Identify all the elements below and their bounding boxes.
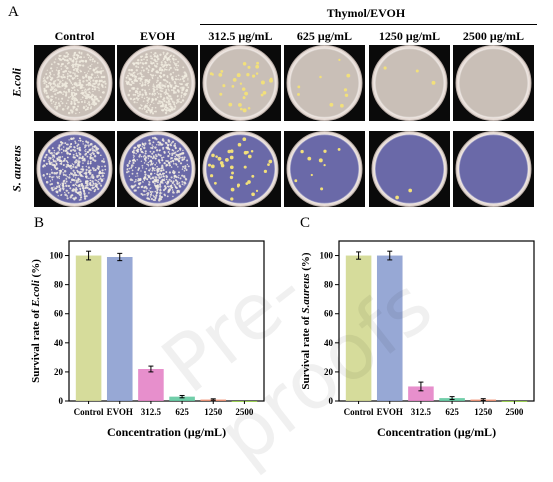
error-bar (418, 381, 424, 392)
panel-label-a: A (8, 4, 19, 20)
x-tick-label: 2500 (505, 407, 523, 417)
panel-label-c: C (300, 215, 311, 231)
petri-dish (284, 45, 365, 121)
y-tick-label: 0 (329, 396, 334, 406)
y-tick-label: 60 (54, 309, 64, 319)
error-bar (387, 250, 393, 261)
column-header: 312.5 μg/mL (208, 29, 273, 43)
bar-chart: 0 20 40 60 80 100 Control EVOH 312.5 625 1250 2500 C… (30, 240, 265, 439)
y-tick-label: 20 (54, 367, 64, 377)
y-tick-label: 0 (59, 396, 64, 406)
y-tick-label: 80 (54, 280, 64, 290)
x-tick-label: Control (74, 407, 104, 417)
petri-dish (117, 131, 198, 207)
error-bar (148, 365, 154, 373)
y-tick-label: 100 (320, 251, 334, 261)
panel-label-b: B (34, 215, 45, 231)
x-tick-label: 2500 (235, 407, 254, 417)
bar (345, 255, 372, 401)
x-tick-label: 312.5 (141, 407, 162, 417)
x-tick-label: 625 (175, 407, 189, 417)
chart-c: 0 20 40 60 80 100 Control EVOH 312.5 625 1250 2500 C… (270, 226, 553, 451)
bar (169, 396, 195, 401)
x-tick-label: 1250 (204, 407, 223, 417)
bar-chart: 0 20 40 60 80 100 Control EVOH 312.5 625 1250 2500 C… (300, 240, 535, 439)
x-axis-label: Concentration (μg/mL) (107, 425, 226, 439)
error-bar (179, 394, 185, 399)
x-axis-label: Concentration (μg/mL) (377, 425, 496, 439)
y-tick-label: 80 (324, 280, 334, 290)
y-tick-label: 100 (50, 251, 64, 261)
row-header: S. aureus (9, 145, 24, 192)
petri-dish (453, 131, 534, 207)
y-tick-label: 60 (324, 309, 334, 319)
column-header: 1250 μg/mL (378, 29, 441, 43)
error-bar (480, 398, 486, 401)
plot-frame (68, 240, 265, 402)
x-tick-label: 625 (445, 407, 459, 417)
petri-dish (200, 131, 281, 207)
x-tick-label: 1250 (474, 407, 493, 417)
column-header: 625 μg/mL (296, 29, 353, 43)
petri-dish (200, 45, 281, 121)
x-tick-label: EVOH (107, 407, 133, 417)
column-header: 2500 μg/mL (462, 29, 525, 43)
group-bracket-line (200, 24, 537, 25)
error-bar (449, 396, 455, 401)
error-bar (356, 251, 362, 260)
group-label: Thymol/EVOH (326, 6, 406, 20)
column-header: EVOH (139, 29, 176, 43)
petri-dish (284, 131, 365, 207)
petri-dish (453, 45, 534, 121)
y-tick-label: 40 (54, 338, 64, 348)
error-bar (210, 398, 216, 401)
bar (138, 369, 164, 401)
x-tick-label: Control (344, 407, 374, 417)
petri-dish (369, 131, 450, 207)
error-bar (117, 252, 123, 262)
x-tick-label: EVOH (377, 407, 403, 417)
column-header: Control (54, 29, 95, 43)
y-tick-label: 40 (324, 338, 334, 348)
plot-frame (338, 240, 535, 402)
x-tick-label: 312.5 (411, 407, 432, 417)
bar (408, 386, 434, 401)
petri-dish (369, 45, 450, 121)
petri-dish (34, 131, 115, 207)
bar (75, 255, 102, 401)
error-bar (86, 250, 92, 261)
chart-b: 0 20 40 60 80 100 Control EVOH 312.5 625 1250 2500 C… (0, 226, 283, 451)
y-axis-label: Survival rate of S.aureus (%) (300, 252, 312, 390)
petri-dish (117, 45, 198, 121)
petri-dish (34, 45, 115, 121)
y-tick-label: 20 (324, 367, 334, 377)
row-header: E.coli (9, 68, 24, 97)
bar (376, 255, 403, 401)
bar (106, 257, 133, 401)
y-axis-label: Survival rate of E.coli (%) (30, 259, 42, 383)
